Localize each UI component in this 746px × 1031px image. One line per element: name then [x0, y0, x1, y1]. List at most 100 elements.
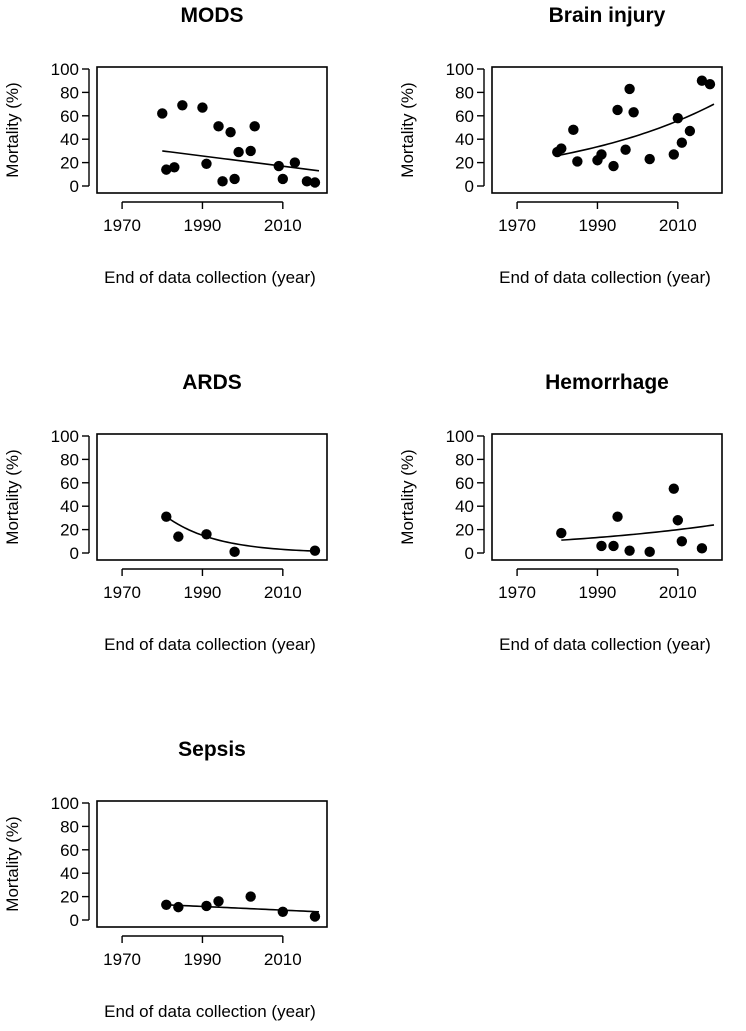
y-tick-label: 20: [60, 888, 79, 907]
data-point: [628, 107, 639, 118]
data-point: [277, 173, 289, 185]
data-point: [596, 149, 607, 160]
panel-ards: ARDS 0 20 40 60 80 100 1970 1990 2010 Mortality (%…: [3, 371, 328, 654]
y-tick-label: 60: [455, 474, 474, 493]
chart-title: ARDS: [182, 371, 242, 394]
panel-sepsis: Sepsis 0 20 40 60 80 100 1970 1990 2010 Mortality …: [3, 738, 328, 1021]
data-point: [161, 164, 172, 175]
x-tick-label: 2010: [264, 583, 302, 602]
chart-title: Hemorrhage: [545, 371, 669, 394]
data-point: [696, 543, 708, 554]
data-point: [173, 901, 184, 913]
x-axis-label: End of data collection (year): [499, 268, 711, 287]
data-point: [684, 125, 696, 137]
data-point: [201, 529, 212, 540]
data-point: [696, 75, 708, 86]
y-tick-label: 40: [455, 497, 474, 516]
data-point: [201, 158, 212, 169]
y-tick-label: 0: [465, 177, 474, 196]
y-tick-label: 80: [60, 83, 79, 102]
panel-brain-injury: Brain injury 0 20 40 60 80 100 1970 1990 2010 Mort…: [398, 4, 723, 287]
x-tick-label: 1990: [579, 216, 617, 235]
data-point: [596, 540, 607, 552]
panel-hemorrhage: Hemorrhage 0 20 40 60 80 100 1970 1990 2010 Mortal…: [398, 371, 723, 654]
y-tick-label: 20: [455, 521, 474, 540]
plot-frame: [96, 66, 328, 194]
data-point: [644, 153, 655, 165]
x-axis-label: End of data collection (year): [499, 635, 711, 654]
data-point: [161, 899, 172, 910]
plot-frame: [96, 433, 328, 561]
data-point: [620, 144, 631, 155]
x-tick-label: 2010: [264, 950, 302, 969]
data-point: [608, 160, 619, 172]
data-point: [672, 112, 684, 124]
y-tick-label: 80: [60, 450, 79, 469]
data-point: [672, 515, 684, 526]
panel-mods: MODS 0 20 40 60 80 100 1970 1990 2010 Mortality (%…: [3, 4, 328, 287]
data-point: [289, 157, 301, 168]
y-tick-label: 80: [60, 817, 79, 836]
x-axis-label: End of data collection (year): [104, 1002, 316, 1021]
trend-line: [557, 103, 715, 157]
data-point: [568, 124, 579, 136]
y-tick-label: 60: [455, 107, 474, 126]
data-point: [668, 483, 679, 494]
plot-frame: [491, 433, 723, 561]
y-tick-label: 0: [465, 544, 474, 563]
x-tick-label: 1970: [103, 583, 141, 602]
data-point: [572, 156, 583, 167]
x-tick-label: 1970: [103, 950, 141, 969]
data-point: [277, 906, 289, 918]
data-point: [245, 145, 256, 157]
data-point: [668, 149, 679, 160]
y-axis-label: Mortality (%): [3, 82, 22, 177]
y-tick-label: 60: [60, 841, 79, 860]
y-axis-label: Mortality (%): [3, 449, 22, 544]
trend-line: [166, 903, 320, 913]
data-point: [612, 104, 623, 116]
y-tick-label: 100: [446, 60, 474, 79]
x-tick-label: 1970: [103, 216, 141, 235]
x-tick-label: 1990: [579, 583, 617, 602]
data-point: [301, 176, 313, 187]
x-tick-label: 1970: [498, 583, 536, 602]
y-tick-label: 100: [51, 427, 79, 446]
x-axis-label: End of data collection (year): [104, 268, 316, 287]
data-point: [273, 160, 284, 172]
data-point: [197, 102, 208, 113]
y-tick-label: 0: [70, 911, 79, 930]
data-point: [229, 173, 240, 185]
data-point: [225, 126, 236, 138]
data-point: [157, 108, 168, 119]
data-point: [213, 896, 224, 907]
data-point: [213, 121, 224, 132]
data-point: [644, 546, 655, 558]
x-tick-label: 2010: [659, 216, 697, 235]
data-point: [556, 143, 567, 154]
data-point: [309, 177, 321, 188]
trend-line: [561, 524, 715, 541]
data-point: [612, 511, 623, 522]
data-point: [161, 511, 172, 522]
data-point: [704, 79, 716, 90]
y-tick-label: 20: [455, 154, 474, 173]
y-axis-label: Mortality (%): [398, 449, 417, 544]
x-tick-label: 1990: [184, 583, 222, 602]
x-axis-label: End of data collection (year): [104, 635, 316, 654]
chart-title: Brain injury: [549, 4, 666, 27]
data-point: [309, 545, 321, 556]
x-tick-label: 1990: [184, 216, 222, 235]
y-tick-label: 40: [60, 497, 79, 516]
y-tick-label: 60: [60, 474, 79, 493]
data-point: [556, 527, 567, 539]
data-point: [676, 137, 688, 148]
y-tick-label: 40: [60, 864, 79, 883]
data-point: [624, 545, 635, 556]
y-tick-label: 80: [455, 83, 474, 102]
data-point: [608, 540, 619, 552]
y-tick-label: 100: [51, 60, 79, 79]
data-point: [233, 146, 244, 158]
y-tick-label: 0: [70, 177, 79, 196]
y-tick-label: 100: [51, 794, 79, 813]
